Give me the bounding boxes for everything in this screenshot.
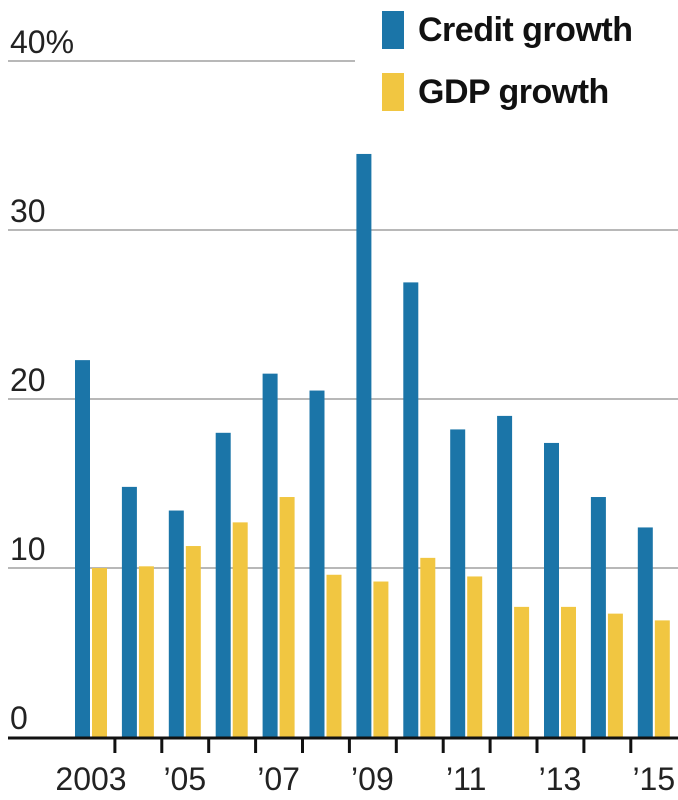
bar-credit-growth-2003 bbox=[75, 360, 90, 737]
x-tick-label: ’05 bbox=[163, 761, 206, 797]
bar-gdp-growth-2014 bbox=[607, 613, 623, 737]
bar-gdp-growth-2015 bbox=[654, 620, 670, 737]
bar-gdp-growth-2008 bbox=[326, 574, 342, 737]
bar-credit-growth-2011 bbox=[450, 429, 466, 737]
bar-gdp-growth-2005 bbox=[185, 546, 201, 737]
bar-gdp-growth-2004 bbox=[138, 566, 154, 737]
bar-gdp-growth-2010 bbox=[420, 557, 436, 737]
bar-gdp-growth-2009 bbox=[373, 581, 389, 737]
bar-gdp-growth-2003 bbox=[92, 568, 107, 737]
y-tick-label: 0 bbox=[10, 700, 28, 736]
legend-swatch-credit-growth bbox=[382, 11, 404, 49]
x-tick-label: 2003 bbox=[55, 761, 126, 797]
bar-credit-growth-2014 bbox=[590, 497, 606, 737]
x-tick-label: ’09 bbox=[351, 761, 394, 797]
y-tick-label: 30 bbox=[10, 193, 46, 229]
x-tick-label: ’07 bbox=[257, 761, 300, 797]
bar-credit-growth-2012 bbox=[497, 415, 513, 737]
y-tick-label: 20 bbox=[10, 362, 46, 398]
bar-gdp-growth-2013 bbox=[561, 606, 576, 737]
bar-credit-growth-2004 bbox=[121, 486, 137, 737]
y-tick-label: 40% bbox=[10, 24, 74, 60]
bar-gdp-growth-2006 bbox=[232, 522, 248, 737]
bar-credit-growth-2006 bbox=[215, 432, 231, 737]
bar-credit-growth-2008 bbox=[309, 390, 325, 737]
legend-label-gdp-growth: GDP growth bbox=[418, 72, 609, 111]
legend-item-credit-growth: Credit growth bbox=[382, 8, 678, 52]
bar-gdp-growth-2011 bbox=[467, 576, 483, 737]
bar-credit-growth-2005 bbox=[168, 510, 184, 737]
bar-credit-growth-2007 bbox=[262, 373, 278, 737]
x-tick-label: ’11 bbox=[446, 761, 486, 797]
bar-gdp-growth-2007 bbox=[279, 497, 295, 737]
x-tick-label: ’15 bbox=[632, 761, 675, 797]
bar-credit-growth-2009 bbox=[356, 153, 372, 737]
legend-item-gdp-growth: GDP growth bbox=[382, 70, 678, 114]
bar-credit-growth-2010 bbox=[403, 282, 419, 737]
legend: Credit growth GDP growth bbox=[382, 8, 678, 132]
legend-swatch-gdp-growth bbox=[382, 73, 404, 111]
y-tick-label: 10 bbox=[10, 531, 46, 567]
bar-gdp-growth-2012 bbox=[514, 606, 530, 737]
bar-credit-growth-2013 bbox=[544, 442, 559, 737]
bar-credit-growth-2015 bbox=[637, 527, 653, 737]
x-tick-label: ’13 bbox=[539, 761, 582, 797]
legend-label-credit-growth: Credit growth bbox=[418, 10, 633, 49]
